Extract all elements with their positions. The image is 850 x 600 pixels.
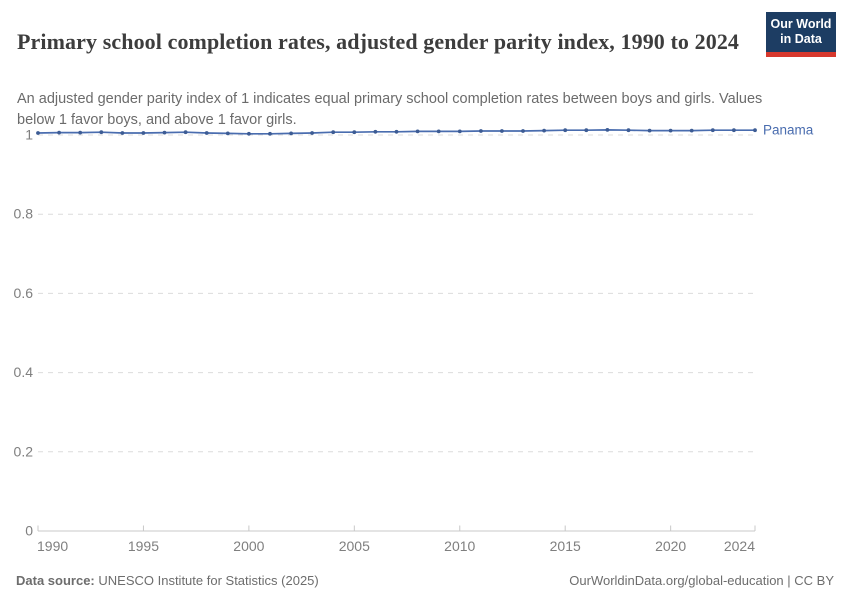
data-point — [268, 131, 272, 136]
data-point — [753, 128, 757, 133]
data-point — [310, 131, 314, 135]
data-point — [204, 131, 209, 135]
data-point — [457, 129, 462, 134]
y-tick-label: 0.4 — [14, 364, 34, 380]
owid-logo: Our World in Data — [766, 12, 836, 57]
owid-logo-line2: in Data — [780, 32, 822, 46]
x-tick-label: 2010 — [444, 538, 475, 554]
x-tick-label: 2005 — [339, 538, 370, 554]
x-tick-label: 2000 — [233, 538, 264, 554]
series-end-label[interactable]: Panama — [763, 123, 814, 138]
data-point — [373, 129, 378, 134]
data-point — [668, 128, 673, 133]
data-point — [500, 129, 504, 133]
data-point — [352, 130, 357, 135]
y-tick-label: 0 — [25, 523, 33, 539]
data-point — [521, 129, 525, 133]
x-tick-label: 1995 — [128, 538, 159, 554]
y-tick-label: 0.8 — [14, 206, 34, 222]
data-point — [584, 128, 589, 133]
data-source-value: UNESCO Institute for Statistics (2025) — [98, 573, 319, 588]
data-point — [141, 131, 146, 135]
data-point — [247, 131, 251, 136]
data-point — [647, 128, 652, 133]
x-tick-label: 1990 — [37, 538, 68, 554]
page-title: Primary school completion rates, adjuste… — [17, 28, 740, 54]
y-tick-label: 0.6 — [14, 285, 34, 301]
chart-subtitle: An adjusted gender parity index of 1 ind… — [17, 90, 763, 128]
data-point — [99, 130, 104, 135]
data-point — [605, 128, 610, 132]
line-chart[interactable]: 0 0.2 0.4 0.6 0.8 1 1990 1995 2000 2005 2010 2015 20… — [0, 110, 850, 570]
data-point — [689, 128, 694, 133]
data-point — [225, 131, 230, 136]
data-point — [626, 128, 631, 133]
data-point — [542, 128, 546, 133]
data-point — [436, 129, 441, 134]
data-point — [57, 130, 61, 135]
x-tick-label: 2015 — [550, 538, 581, 554]
data-point — [394, 129, 399, 134]
data-source-text: Data source: UNESCO Institute for Statis… — [16, 573, 319, 588]
data-point — [78, 130, 83, 135]
data-point — [415, 129, 420, 134]
data-point — [732, 128, 736, 133]
data-point — [710, 128, 715, 133]
x-tick-label: 2020 — [655, 538, 686, 554]
data-point — [183, 130, 188, 135]
license-link[interactable]: OurWorldinData.org/global-education | CC… — [569, 573, 834, 588]
data-point — [162, 130, 167, 135]
data-point — [331, 130, 336, 135]
y-tick-label: 0.2 — [14, 443, 34, 459]
data-point — [563, 128, 568, 133]
data-point — [479, 129, 483, 133]
data-point — [36, 131, 40, 135]
data-source-label: Data source: — [16, 573, 95, 588]
owid-logo-line1: Our World — [770, 17, 832, 31]
x-tick-label: 2024 — [724, 538, 755, 554]
y-tick-label: 1 — [25, 127, 33, 143]
chart-footer: Data source: UNESCO Institute for Statis… — [16, 573, 834, 588]
data-point — [120, 131, 125, 135]
data-point — [289, 131, 293, 136]
